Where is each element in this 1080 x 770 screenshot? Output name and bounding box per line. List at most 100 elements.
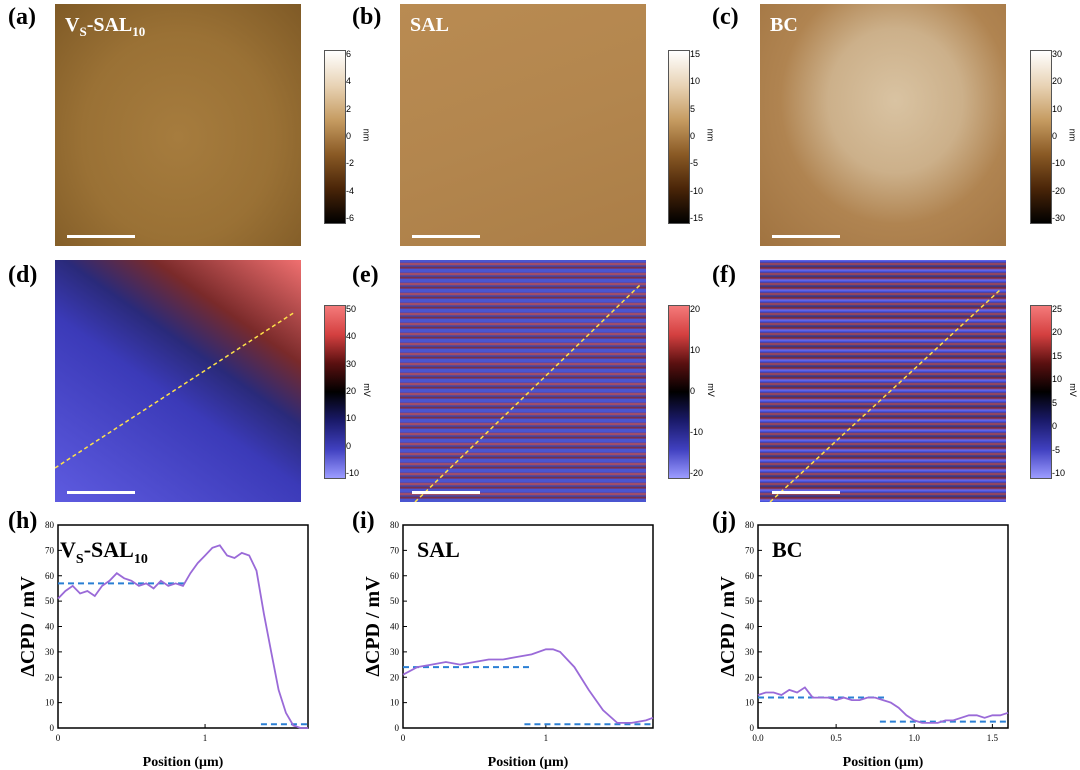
cpd-profile-chart-bc: 0 10 20 30 40 50 60 70 80 0.0 0.5 1.0 1.5 Position (μ… [717,520,1009,770]
y-tick-label: 30 [45,647,55,657]
y-tick-label: 0 [750,723,755,733]
line-profile-path [414,284,641,502]
chart-title: BC [772,537,803,562]
x-tick-label: 0.5 [831,733,843,743]
y-tick-label: 80 [45,520,55,530]
panel-label-i: (i) [352,508,375,534]
colorbar-c [1030,50,1052,224]
colorbar-tick: -6 [346,213,355,223]
x-tick-label: 0 [401,733,406,743]
kpfm-image-sal [400,260,646,502]
colorbar-unit: nm [361,128,372,142]
cpd-profile-chart-sal: 0 10 20 30 40 50 60 70 80 0 1 Position (μm) ΔCPD / m… [362,520,654,770]
colorbar-tick: -30 [1052,213,1066,223]
x-tick-label: 1.5 [987,733,999,743]
x-tick-label: 1 [203,733,208,743]
chart-title: VS-SAL10 [60,537,148,567]
colorbar-tick: 4 [346,76,352,87]
panel-label-a: (a) [8,4,36,30]
x-axis-label: Position (μm) [488,755,569,770]
colorbar-d [324,305,346,479]
colorbar-b [668,50,690,224]
y-tick-label: 10 [390,698,400,708]
colorbar-tick: 2 [346,103,352,114]
chart-title: SAL [417,537,460,562]
colorbar-tick: 0 [346,440,352,451]
colorbar-tick: 15 [1052,350,1063,361]
y-axis-label: ΔCPD / mV [362,576,384,677]
kpfm-image-bc [760,260,1006,502]
afm-image-sal: SAL [400,4,646,246]
y-tick-label: 50 [745,596,755,606]
colorbar-tick: 20 [1052,327,1063,338]
colorbar-tick: 10 [690,76,701,87]
colorbar-tick: -10 [346,468,360,478]
y-tick-label: 0 [395,723,400,733]
colorbar-tick: -20 [690,468,704,478]
colorbar-unit: mV [361,383,372,397]
panel-label-c: (c) [712,4,739,30]
y-tick-label: 0 [50,723,55,733]
colorbar-tick: 0 [690,386,696,396]
colorbar-tick: 0 [346,131,352,141]
colorbar-tick: -15 [690,213,704,223]
panel-label-b: (b) [352,4,382,30]
kpfm-image-vs-sal10 [55,260,301,502]
colorbar-a [324,50,346,224]
image-title-vs-sal10: VS-SAL10 [65,14,146,39]
colorbar-tick: 20 [690,304,701,314]
colorbar-tick: 10 [690,345,701,355]
scale-bar [772,491,840,494]
colorbar-tick: 20 [1052,76,1063,87]
colorbar-tick: 0 [690,131,696,141]
line-profile-path [769,289,1001,502]
y-tick-label: 40 [745,622,755,632]
y-tick-label: 20 [745,672,755,682]
y-tick-label: 50 [45,596,55,606]
colorbar-tick: 30 [1052,49,1063,59]
colorbar-tick: 20 [346,386,357,396]
y-tick-label: 80 [390,520,400,530]
line-profile-path [55,311,296,469]
colorbar-tick: -5 [1052,444,1061,455]
y-tick-label: 80 [745,520,755,530]
scale-bar [772,235,840,238]
cpd-series-line [57,544,308,729]
colorbar-tick: 6 [346,49,352,59]
cpd-series-line [402,648,654,724]
colorbar-tick: -10 [1052,158,1066,169]
x-axis-label: Position (μm) [143,755,224,770]
colorbar-tick: 5 [690,103,696,114]
colorbar-tick: -2 [346,158,355,169]
y-tick-label: 70 [45,545,55,555]
cpd-series-line [757,686,1009,724]
y-tick-label: 70 [390,545,400,555]
colorbar-tick: -10 [690,427,704,437]
colorbar-tick: -10 [1052,468,1066,478]
y-tick-label: 10 [745,698,755,708]
colorbar-tick: -4 [346,185,355,196]
colorbar-e [668,305,690,479]
colorbar-tick: 10 [1052,103,1063,114]
y-tick-label: 30 [745,647,755,657]
y-tick-label: 40 [45,622,55,632]
colorbar-unit: nm [1067,128,1078,142]
colorbar-unit: mV [1067,383,1078,397]
colorbar-tick: -10 [690,185,704,196]
x-tick-label: 1 [544,733,549,743]
colorbar-tick: 40 [346,331,357,342]
y-tick-label: 60 [390,571,400,581]
y-tick-label: 10 [45,698,55,708]
scale-bar [67,235,135,238]
colorbar-tick: 50 [346,304,357,314]
panel-label-d: (d) [8,262,38,288]
y-tick-label: 20 [390,672,400,682]
image-title-bc: BC [770,14,798,36]
afm-image-bc: BC [760,4,1006,246]
y-tick-label: 60 [745,571,755,581]
afm-image-vs-sal10: VS-SAL10 [55,4,301,246]
colorbar-tick: -5 [690,158,699,169]
colorbar-tick: 30 [346,358,357,369]
y-tick-label: 60 [45,571,55,581]
scale-bar [412,235,480,238]
